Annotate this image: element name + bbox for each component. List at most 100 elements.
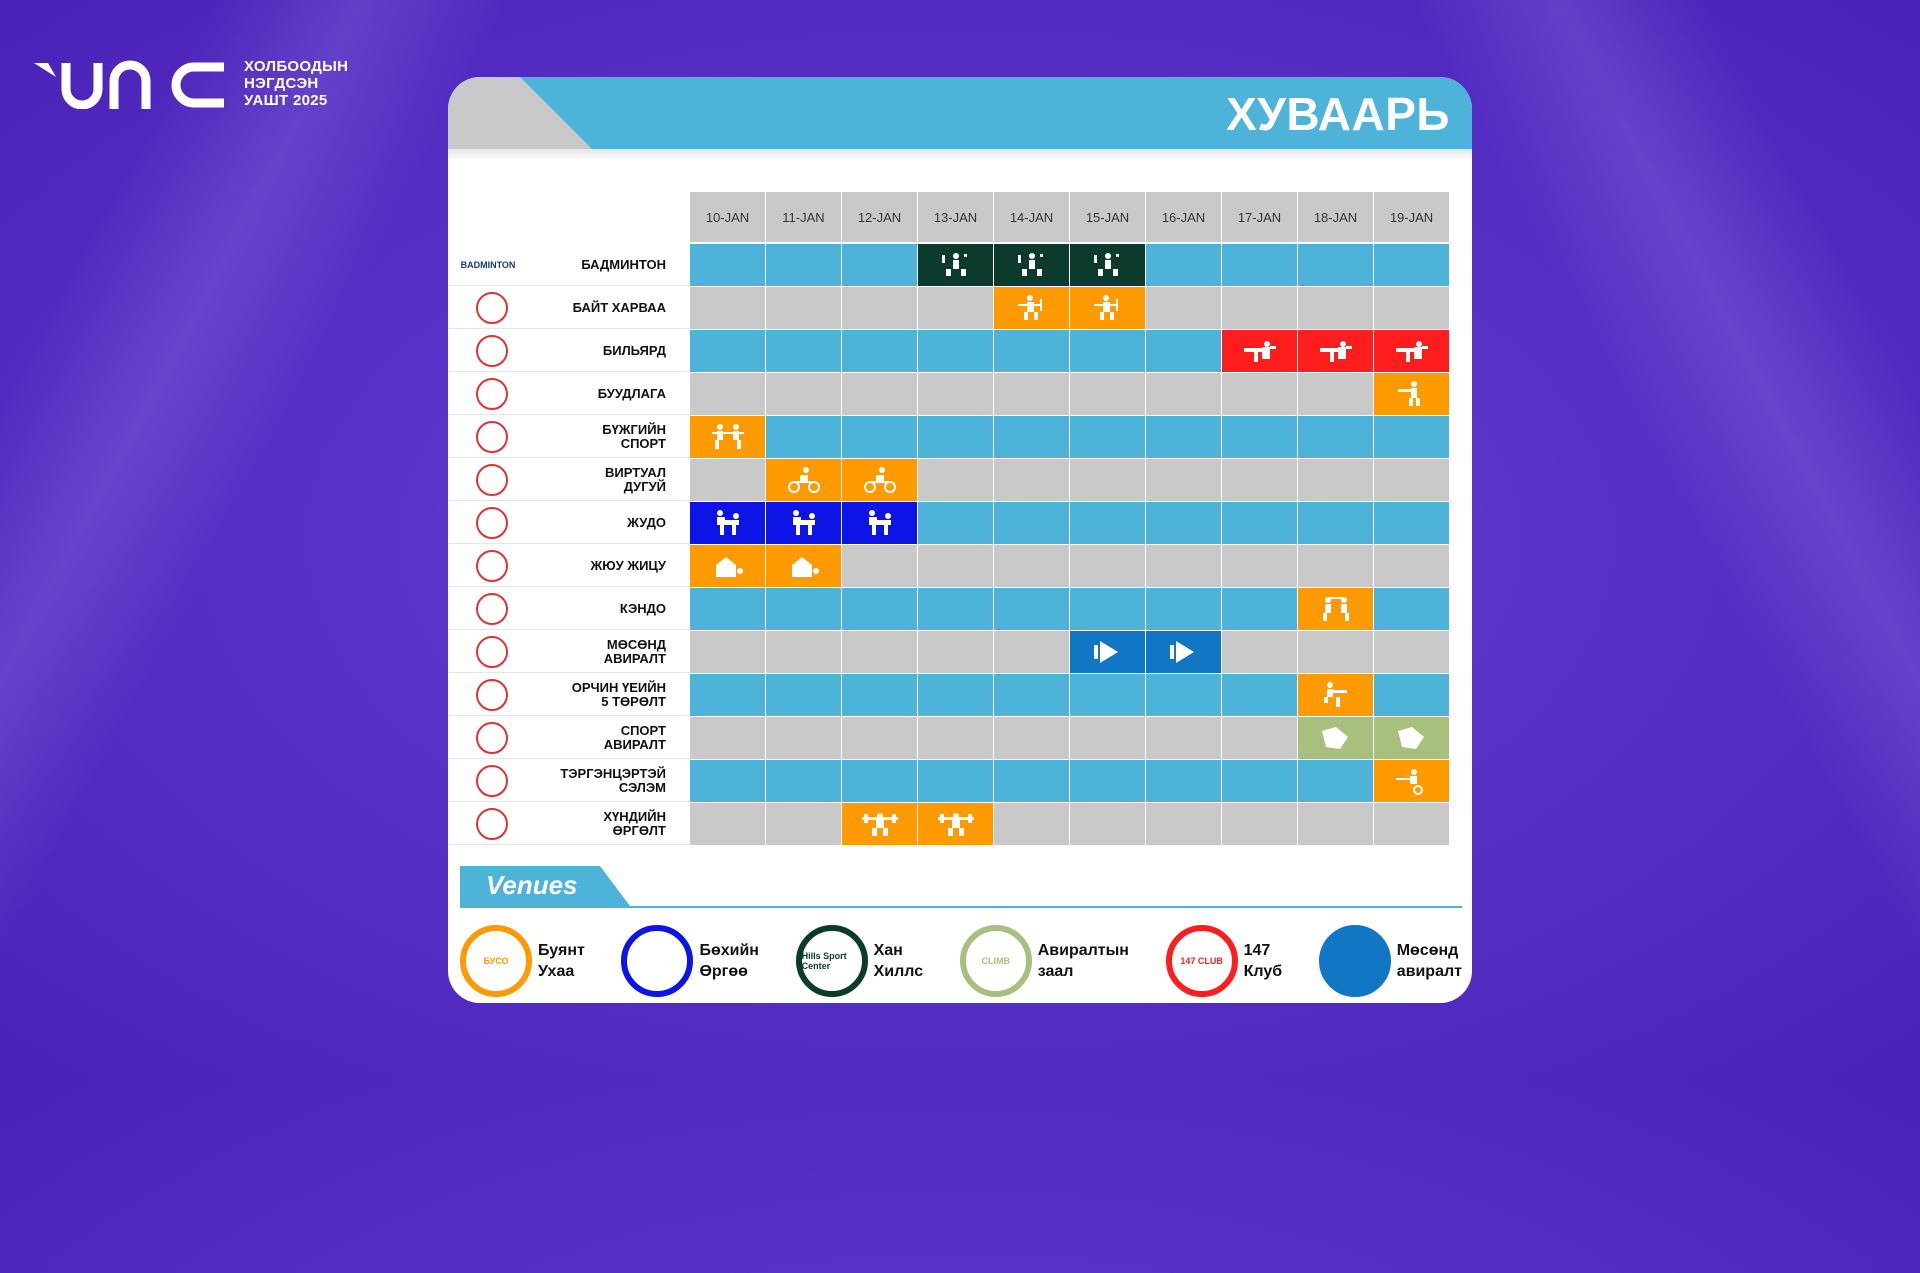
schedule-cell [1374,545,1449,587]
venue-item: 147 CLUB 147 Клуб [1165,925,1283,997]
schedule-cell [1146,287,1221,329]
event-cell [1146,631,1221,673]
brand-line-3: УАШТ 2025 [244,92,328,109]
sport-label: БАЙТ ХАРВАА [448,287,690,329]
schedule-cell [842,674,917,716]
schedule-cell [1146,502,1221,544]
schedule-cell [1146,459,1221,501]
sport-name: БАДМИНТОН [581,244,666,286]
sport-name-line-1: ОРЧИН ҮЕИЙН [571,680,666,695]
schedule-cell [766,373,841,415]
schedule-cell [1070,330,1145,372]
sport-name: БУУДЛАГА [598,373,666,415]
schedule-cell [1070,416,1145,458]
schedule-cell [690,373,765,415]
badminton-icon [941,253,967,276]
schedule-cell [1070,588,1145,630]
venue-name-line-1: Бөхийн [699,942,759,959]
date-header-row: 10-JAN 11-JAN 12-JAN 13-JAN 14-JAN 15-JAN 16-J… [690,192,1450,242]
date-header-0: 10-JAN [690,192,765,242]
schedule-cell [766,330,841,372]
schedule-cell [1298,244,1373,286]
brand-text: ХОЛБООДЫН НЭГДСЭН УАШТ 2025 [244,58,348,109]
sport-label: БИЛЬЯРД [448,330,690,372]
schedule-cell [842,416,917,458]
venue-name-line-1: 147 [1243,942,1271,959]
venue-name: 147 Клуб [1244,940,1283,982]
event-cell [1298,330,1373,372]
venue-name-line-1: Мөсөнд [1396,942,1459,959]
card-header: ХУВААРЬ [448,77,1472,161]
schedule-cell [690,287,765,329]
venue-name: Мөсөнд авиралт [1397,940,1462,982]
schedule-cell [1222,674,1297,716]
schedule-cell [766,244,841,286]
schedule-cell [766,674,841,716]
venues-header: Venues [460,866,1462,908]
venue-item: Бөхийн Өргөө [621,925,759,997]
event-cell [690,545,765,587]
schedule-cell [994,459,1069,501]
schedule-cell [994,373,1069,415]
sport-name-line-1: БИЛЬЯРД [602,343,666,358]
venue-name-line-1: Буянт [538,942,585,959]
schedule-cell [842,717,917,759]
event-cell [1070,631,1145,673]
federation-logo-icon: BADMINTON [458,249,518,281]
event-cell [1222,330,1297,372]
schedule-cell [1146,803,1221,845]
brand-line-2: НЭГДСЭН [244,75,319,92]
schedule-cell [918,674,993,716]
schedule-cell [1222,459,1297,501]
date-header-4: 14-JAN [994,192,1069,242]
event-cell [1298,674,1373,716]
jiujitsu-icon [791,557,819,577]
sport-name-line-2: 5 ТӨРӨЛТ [601,694,666,709]
climbing-icon [1397,727,1424,749]
sport-name-line-2: ӨРГӨЛТ [612,823,666,838]
sport-name: БИЛЬЯРД [603,330,666,372]
event-cell [766,502,841,544]
schedule-cell [690,631,765,673]
venue-name-line-2: заал [1037,963,1074,980]
schedule-cell [1298,545,1373,587]
schedule-cell [1222,631,1297,673]
schedule-cell [1222,373,1297,415]
schedule-cell [1374,459,1449,501]
weightlifting-icon [861,813,898,836]
date-header-2: 12-JAN [842,192,917,242]
venue-name: Буянт Ухаа [538,940,585,982]
schedule-cell [1222,244,1297,286]
schedule-cell [1146,717,1221,759]
sport-name: КЭНДО [620,588,666,630]
schedule-cell [1222,545,1297,587]
schedule-cell [1146,373,1221,415]
schedule-row: ЖУДО [448,502,1450,544]
brand-logo: ХОЛБООДЫН НЭГДСЭН УАШТ 2025 [34,58,348,109]
schedule-cell [690,760,765,802]
federation-logo-icon [476,808,508,840]
event-cell [1374,717,1449,759]
event-cell [918,803,993,845]
sport-name: ЖЮУ ЖИЦУ [590,545,666,587]
cycling-icon [863,467,896,493]
federation-logo-icon [476,593,508,625]
venue-list: БУСО Буянт Ухаа Бөхийн Өргөө Hills Sport Cent… [460,925,1462,997]
sport-label: BADMINTON БАДМИНТОН [448,244,690,286]
sport-label: ТЭРГЭНЦЭРТЭЙ СЭЛЭМ [448,760,690,802]
schedule-cell [1146,244,1221,286]
billiards-icon [1319,341,1352,362]
schedule-cell [1374,287,1449,329]
event-cell [1374,373,1449,415]
federation-logo-icon [476,292,508,324]
sport-name-line-2: АВИРАЛТ [603,651,666,666]
archery-icon [1093,295,1118,320]
schedule-row: ЖЮУ ЖИЦУ [448,545,1450,587]
venue-name-line-2: Хиллс [873,963,924,980]
judo-icon [716,510,739,535]
schedule-row: ХҮНДИЙН ӨРГӨЛТ [448,803,1450,845]
venue-logo-icon: 147 CLUB [1165,925,1238,997]
federation-logo-icon [476,378,508,410]
venue-logo-icon [621,925,694,997]
schedule-cell [690,803,765,845]
